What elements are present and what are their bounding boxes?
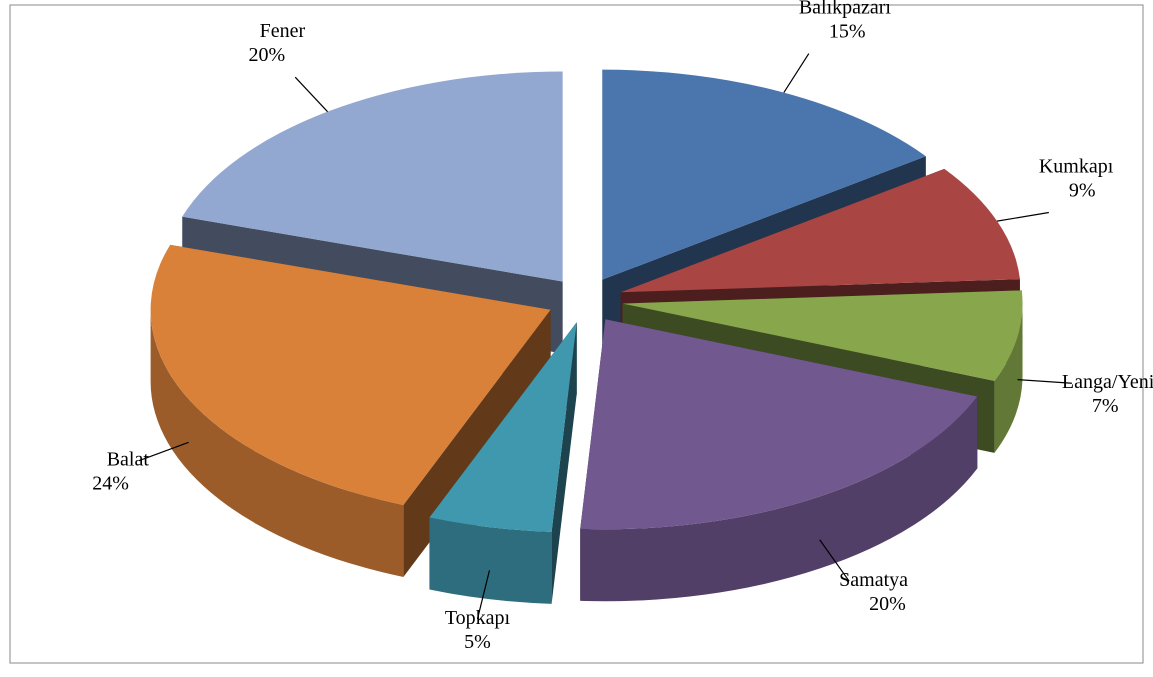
slice-label: Balıkpazarı xyxy=(799,0,892,19)
leader-line xyxy=(783,53,810,93)
slice-label: Samatya xyxy=(839,569,908,591)
leader-line xyxy=(476,570,491,620)
slice xyxy=(620,168,1020,293)
slice-side xyxy=(429,517,552,604)
slice xyxy=(580,319,978,530)
slice-value-label: 5% xyxy=(464,631,491,653)
slice xyxy=(622,290,1023,381)
slice-label: Balat xyxy=(107,449,150,471)
slice-value-label: 20% xyxy=(869,593,906,615)
slice-value-label: 24% xyxy=(92,473,129,495)
slice-value-label: 15% xyxy=(829,21,866,43)
slice-side xyxy=(994,303,1023,453)
slice-side xyxy=(150,309,404,577)
slice-label: Fener xyxy=(260,20,306,42)
leader-line xyxy=(138,441,189,462)
slice xyxy=(602,69,926,280)
slice-side xyxy=(580,396,978,602)
slice-label: Langa/Yenikapı xyxy=(1062,371,1153,393)
slice xyxy=(429,322,577,532)
slice-label: Topkapı xyxy=(445,607,511,629)
slice-value-label: 9% xyxy=(1069,180,1096,202)
leader-line xyxy=(997,211,1049,222)
slice-value-label: 20% xyxy=(249,44,286,66)
slice-value-label: 7% xyxy=(1092,395,1119,417)
slice xyxy=(182,71,563,282)
slice-label: Kumkapı xyxy=(1039,156,1114,178)
leader-line xyxy=(294,76,328,113)
slice xyxy=(150,244,551,505)
leader-line xyxy=(819,539,850,582)
leader-line xyxy=(1017,379,1072,384)
